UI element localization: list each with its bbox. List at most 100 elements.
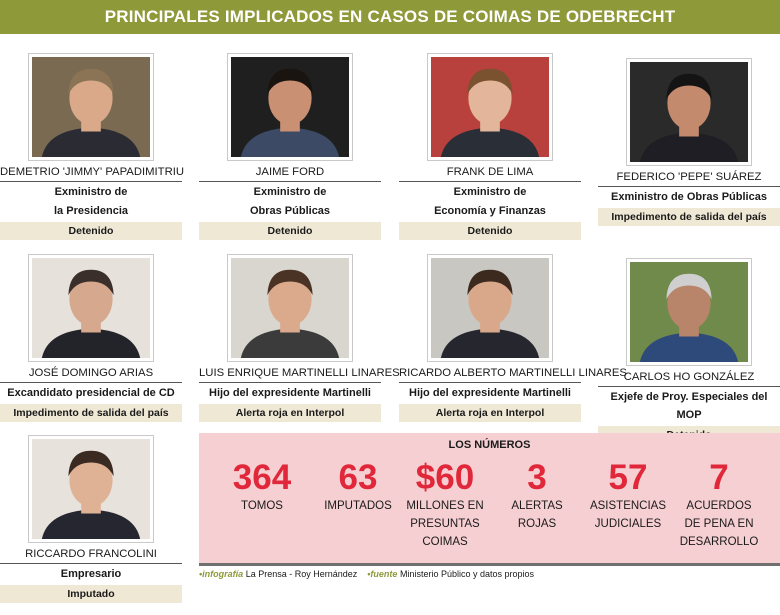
portrait-graphic (231, 258, 349, 358)
person-role: Exministro de (253, 186, 327, 198)
person-role: la Presidencia (54, 205, 128, 217)
portrait-shoulders (639, 132, 739, 162)
stat-value: 364 (232, 458, 292, 497)
person-photo (227, 53, 353, 161)
person-role: Hijo del expresidente Martinelli (409, 387, 571, 399)
stat-alertas: 3 ALERTAS ROJAS (494, 459, 580, 533)
person-role: Exministro de (54, 186, 128, 198)
person-photo (427, 254, 553, 362)
portrait-graphic (32, 258, 150, 358)
person-role: Obras Públicas (249, 205, 331, 217)
portrait-face (69, 272, 113, 326)
person-name: FEDERICO 'PEPE' SUÁREZ (598, 171, 780, 187)
portrait-shoulders (41, 127, 141, 157)
portrait-hair (467, 269, 513, 296)
portrait-hair (68, 450, 114, 477)
portrait-hair (666, 273, 712, 300)
portrait-graphic (431, 258, 549, 358)
portrait-graphic (32, 57, 150, 157)
portrait-shoulders (440, 127, 540, 157)
portrait-face (667, 276, 711, 330)
stat-label: DESARROLLO (679, 536, 759, 548)
portrait-shoulders (41, 328, 141, 358)
stat-value: 7 (709, 458, 729, 497)
person-name: DEMETRIO 'JIMMY' PAPADIMITRIU (0, 166, 184, 182)
status-badge: Detenido (0, 222, 182, 240)
stat-label: PRESUNTAS (410, 518, 480, 530)
portrait-hair (267, 68, 313, 95)
portrait-hair (267, 269, 313, 296)
stat-label: ALERTAS (511, 500, 563, 512)
credit-key: • (367, 569, 371, 579)
portrait-shoulders (240, 328, 340, 358)
person-card: RICCARDO FRANCOLINI Empresario Imputado (0, 435, 182, 603)
portrait-face (468, 272, 512, 326)
portrait-hair (68, 269, 114, 296)
person-name: CARLOS HO GONZÁLEZ (598, 371, 780, 387)
status-badge: Imputado (0, 585, 182, 603)
person-name: RICCARDO FRANCOLINI (0, 548, 182, 564)
stat-value: 3 (527, 458, 547, 497)
stat-label: MILLONES EN (406, 500, 484, 512)
portrait-hair (666, 73, 712, 100)
stat-imputados: 63 IMPUTADOS (315, 459, 401, 515)
status-badge: Detenido (199, 222, 381, 240)
person-name: FRANK DE LIMA (399, 166, 581, 182)
portrait-face (468, 71, 512, 125)
person-card: CARLOS HO GONZÁLEZ Exjefe de Proy. Espec… (598, 258, 780, 444)
person-name: LUIS ENRIQUE MARTINELLI LINARES (199, 367, 400, 383)
person-role: Economía y Finanzas (434, 205, 546, 217)
stat-label: JUDICIALES (594, 518, 662, 530)
credit-value: La Prensa - Roy Hernández (245, 569, 358, 579)
portrait-face (69, 453, 113, 507)
portrait-face (268, 272, 312, 326)
stat-label: COIMAS (422, 536, 468, 548)
person-photo (427, 53, 553, 161)
stat-value: $60 (415, 458, 475, 497)
portrait-face (268, 71, 312, 125)
person-card: FRANK DE LIMA Exministro de Economía y F… (399, 53, 581, 240)
stat-label: ACUERDOS (686, 500, 752, 512)
person-name: JOSÉ DOMINGO ARIAS (0, 367, 182, 383)
portrait-shoulders (240, 127, 340, 157)
portrait-graphic (630, 262, 748, 362)
person-role: Exministro de (453, 186, 527, 198)
person-photo (626, 58, 752, 166)
person-card: LUIS ENRIQUE MARTINELLI LINARES Hijo del… (199, 254, 400, 422)
person-photo (28, 53, 154, 161)
portrait-graphic (630, 62, 748, 162)
person-photo (227, 254, 353, 362)
person-card: DEMETRIO 'JIMMY' PAPADIMITRIU Exministro… (0, 53, 184, 240)
portrait-face (69, 71, 113, 125)
credit-key: infografía (202, 569, 244, 579)
portrait-shoulders (639, 332, 739, 362)
person-card: JAIME FORD Exministro de Obras Públicas … (199, 53, 381, 240)
person-role: Exministro de Obras Públicas (611, 191, 767, 203)
credit-value: Ministerio Público y datos propios (399, 569, 535, 579)
portrait-graphic (231, 57, 349, 157)
person-card: JOSÉ DOMINGO ARIAS Excandidato presidenc… (0, 254, 182, 422)
person-card: RICARDO ALBERTO MARTINELLI LINARES Hijo … (399, 254, 627, 422)
portrait-face (667, 76, 711, 130)
person-photo (28, 435, 154, 543)
stat-label: DE PENA EN (684, 518, 754, 530)
portrait-graphic (32, 439, 150, 539)
person-card: FEDERICO 'PEPE' SUÁREZ Exministro de Obr… (598, 58, 780, 226)
stat-value: 57 (608, 458, 648, 497)
status-badge: Detenido (399, 222, 581, 240)
portrait-hair (467, 68, 513, 95)
credit-key: • (199, 569, 203, 579)
portrait-shoulders (41, 509, 141, 539)
status-badge: Impedimento de salida del país (598, 208, 780, 226)
stat-coimas: $60 MILLONES EN PRESUNTAS COIMAS (402, 459, 488, 551)
portrait-graphic (431, 57, 549, 157)
person-name: JAIME FORD (199, 166, 381, 182)
stat-acuerdos: 7 ACUERDOS DE PENA EN DESARROLLO (676, 459, 762, 551)
numbers-panel: LOS NÚMEROS 364 TOMOS 63 IMPUTADOS $60 M… (199, 433, 780, 566)
status-badge: Impedimento de salida del país (0, 404, 182, 422)
stat-value: 63 (338, 458, 378, 497)
stat-label: ASISTENCIAS (589, 500, 667, 512)
credit-key: fuente (370, 569, 398, 579)
stat-tomos: 364 TOMOS (219, 459, 305, 515)
person-role: Hijo del expresidente Martinelli (209, 387, 371, 399)
